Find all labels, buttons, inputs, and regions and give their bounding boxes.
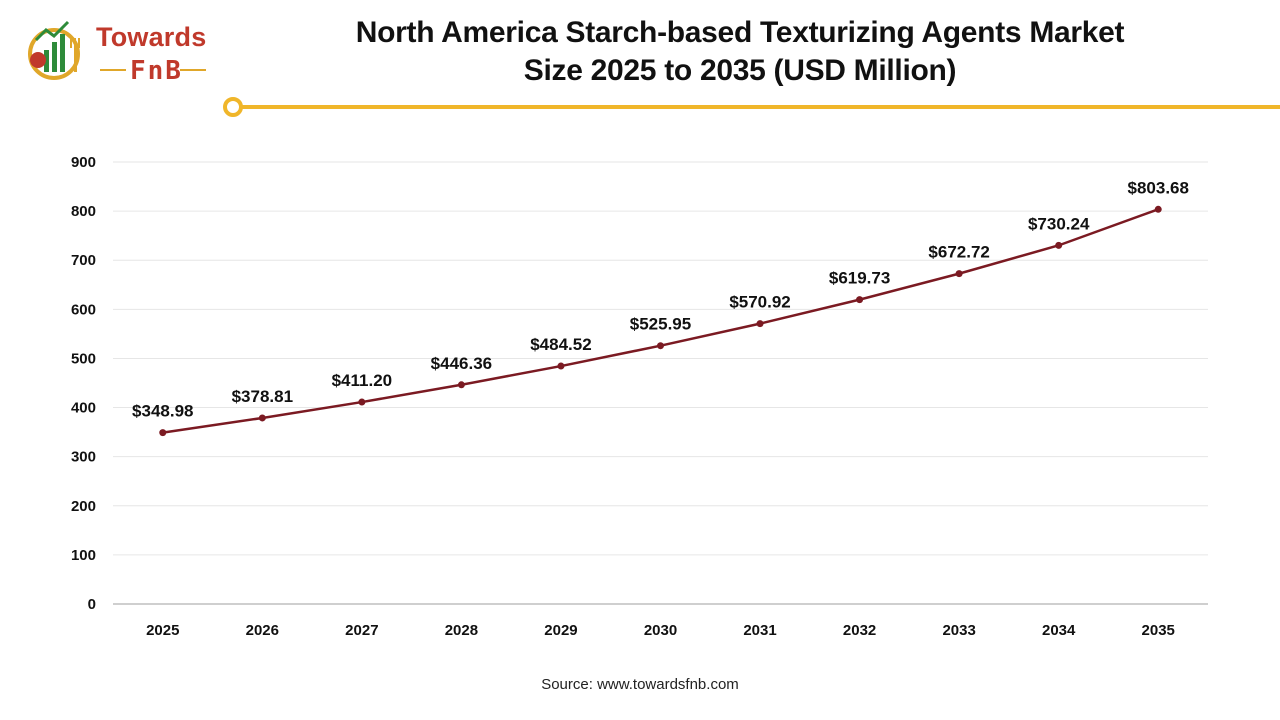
- x-tick-label-2032: 2032: [843, 622, 876, 639]
- x-tick-label-2026: 2026: [246, 622, 279, 639]
- data-label-2033: $672.72: [928, 243, 989, 262]
- x-tick-label-2033: 2033: [942, 622, 975, 639]
- data-point-2025: [159, 429, 167, 437]
- x-tick-label-2028: 2028: [445, 622, 478, 639]
- data-point-2033: [955, 270, 963, 278]
- y-tick-label-600: 600: [71, 301, 96, 318]
- data-label-2026: $378.81: [232, 387, 293, 406]
- chart-title-line2: Size 2025 to 2035 (USD Million): [523, 54, 957, 87]
- logo-divider-left: [100, 69, 126, 71]
- x-tick-label-2030: 2030: [644, 622, 677, 639]
- data-label-2031: $570.92: [729, 293, 790, 312]
- data-point-2027: [358, 398, 366, 406]
- y-tick-label-300: 300: [71, 449, 96, 466]
- x-tick-label-2034: 2034: [1042, 622, 1076, 639]
- data-label-2028: $446.36: [431, 354, 492, 373]
- chart-title: North America Starch-based Texturizing A…: [290, 14, 1190, 90]
- data-label-2030: $525.95: [630, 315, 691, 334]
- data-point-2030: [657, 342, 664, 350]
- title-rule-dot: [223, 97, 243, 117]
- source-note: Source: www.towardsfnb.com: [541, 676, 739, 693]
- logo-word-towards: Towards: [96, 22, 207, 52]
- towards-fnb-logo: Towards FnB: [24, 16, 224, 86]
- title-rule: [242, 105, 1280, 109]
- y-tick-label-700: 700: [71, 252, 96, 269]
- data-point-2028: [457, 381, 465, 389]
- logo-word-fnb: FnB: [130, 56, 183, 86]
- data-point-2031: [756, 320, 764, 328]
- data-point-2034: [1055, 241, 1063, 249]
- chart-title-line1: North America Starch-based Texturizing A…: [355, 16, 1125, 49]
- logo-emblem-icon: [28, 20, 80, 80]
- x-tick-label-2035: 2035: [1142, 622, 1175, 639]
- logo-divider-right: [180, 69, 206, 71]
- y-tick-label-100: 100: [71, 547, 96, 564]
- data-label-2027: $411.20: [332, 371, 393, 390]
- data-label-2034: $730.24: [1028, 214, 1090, 233]
- x-tick-label-2031: 2031: [743, 622, 776, 639]
- data-label-2032: $619.73: [829, 269, 890, 288]
- y-tick-label-200: 200: [71, 498, 96, 515]
- y-tick-label-500: 500: [71, 350, 96, 367]
- data-point-2026: [258, 414, 266, 422]
- y-tick-label-800: 800: [71, 203, 96, 220]
- y-tick-label-900: 900: [71, 154, 96, 171]
- y-tick-label-400: 400: [71, 400, 96, 417]
- data-label-2025: $348.98: [132, 402, 193, 421]
- x-tick-label-2027: 2027: [345, 622, 378, 639]
- x-tick-label-2029: 2029: [544, 622, 577, 639]
- data-point-2032: [856, 296, 864, 304]
- x-tick-label-2025: 2025: [146, 622, 179, 639]
- data-point-2029: [557, 362, 565, 370]
- y-tick-label-0: 0: [88, 596, 96, 613]
- data-label-2035: $803.68: [1128, 178, 1189, 197]
- data-point-2035: [1154, 205, 1162, 213]
- data-label-2029: $484.52: [530, 335, 591, 354]
